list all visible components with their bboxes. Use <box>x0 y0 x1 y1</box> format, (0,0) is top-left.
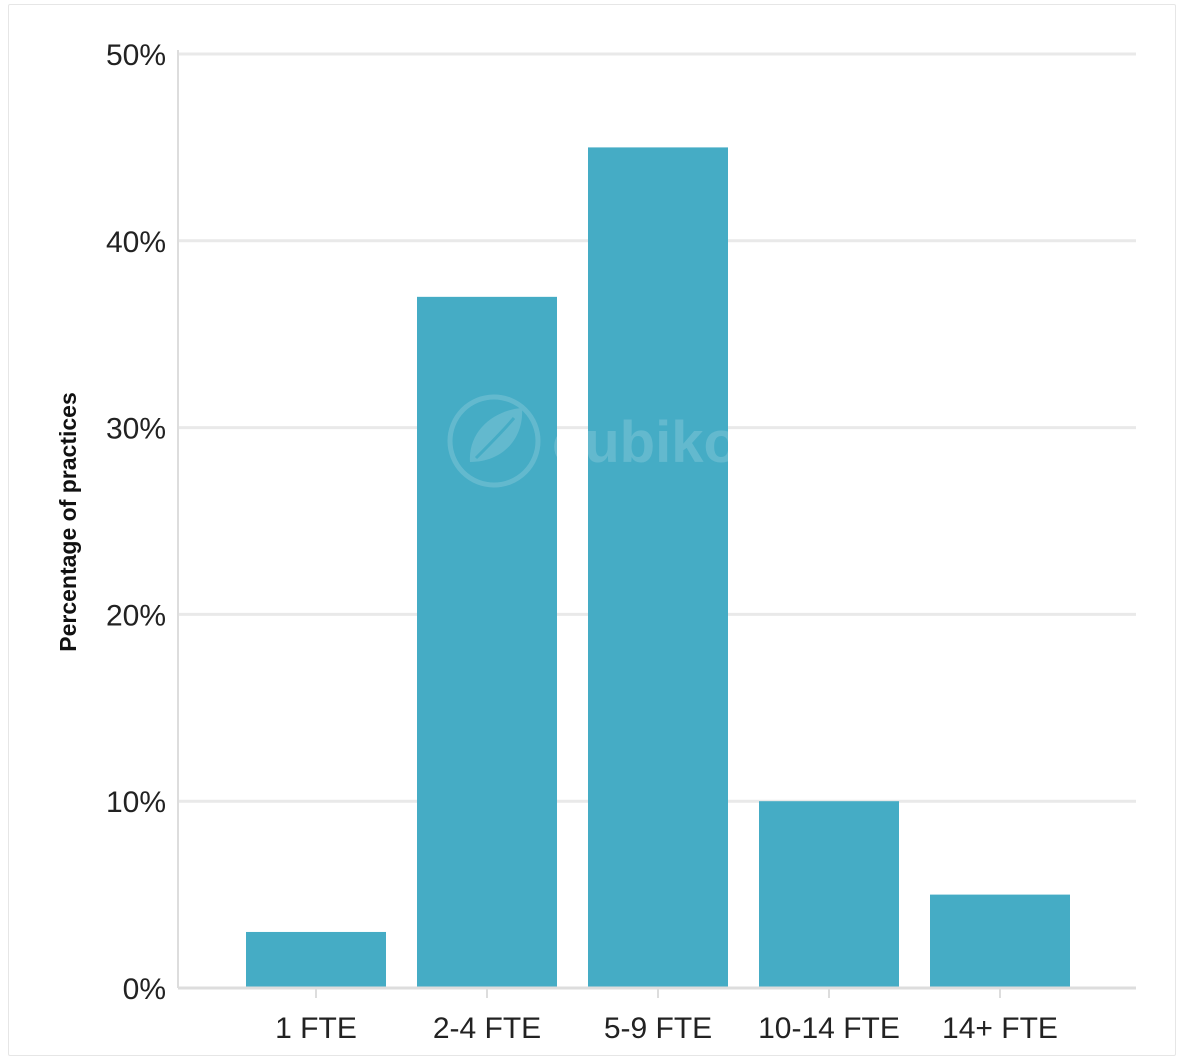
x-tick-label: 1 FTE <box>275 1012 357 1045</box>
x-tick-label: 14+ FTE <box>942 1012 1058 1045</box>
y-tick-label: 30% <box>106 413 166 446</box>
y-tick-label: 10% <box>106 786 166 819</box>
x-tick-labels: 1 FTE 2-4 FTE 5-9 FTE 10-14 FTE 14+ FTE <box>275 1012 1058 1045</box>
x-tick-label: 10-14 FTE <box>758 1012 900 1045</box>
y-tick-label: 0% <box>123 973 166 1006</box>
leaf-logo-icon <box>447 394 541 488</box>
y-tick-label: 50% <box>106 39 166 72</box>
bars <box>246 147 1070 989</box>
watermark: cubiko <box>447 394 739 488</box>
bar <box>588 147 728 988</box>
bar <box>417 296 557 989</box>
x-tick-label: 2-4 FTE <box>433 1012 541 1045</box>
y-tick-label: 40% <box>106 226 166 259</box>
bar <box>759 801 899 988</box>
y-tick-labels: 0% 10% 20% 30% 40% 50% <box>106 39 166 1006</box>
watermark-text: cubiko <box>552 410 739 475</box>
bar <box>930 894 1070 988</box>
axes <box>177 50 1136 998</box>
x-tick-label: 5-9 FTE <box>604 1012 712 1045</box>
y-tick-label: 20% <box>106 599 166 632</box>
y-axis-title: Percentage of practices <box>55 392 81 652</box>
bar <box>246 931 386 988</box>
